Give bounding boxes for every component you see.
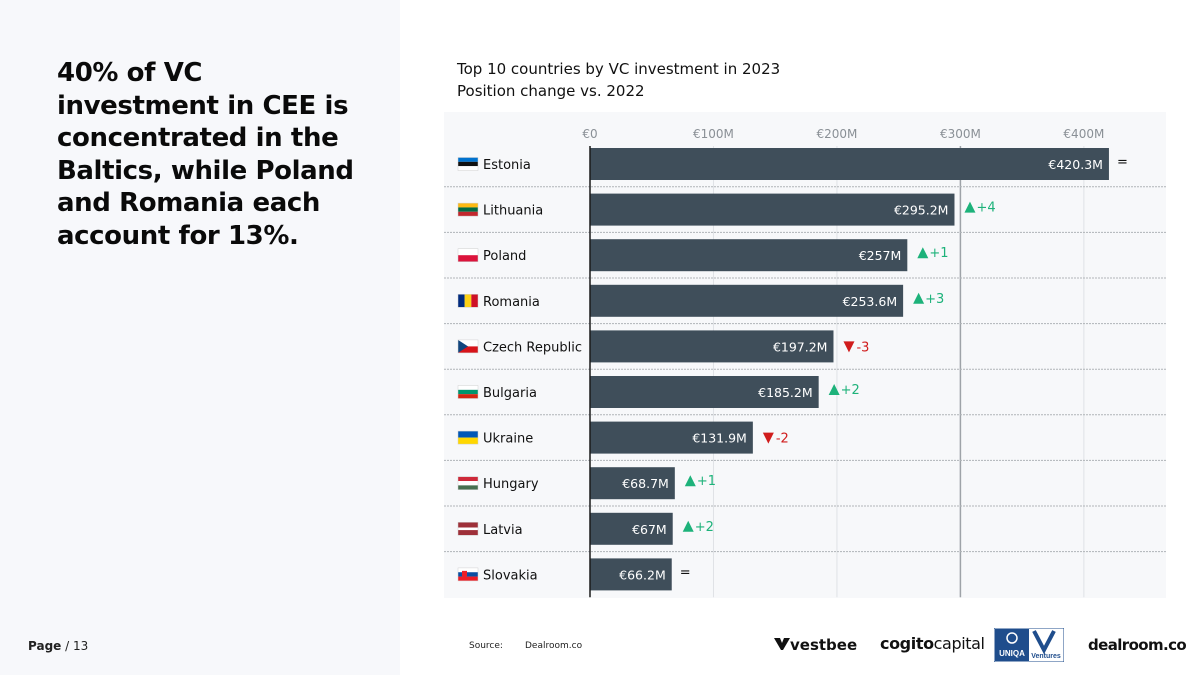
left-panel bbox=[0, 0, 400, 675]
tick-label: €100M bbox=[693, 127, 734, 141]
value-label: €131.9M bbox=[692, 431, 747, 446]
dealroom-logo: dealroom.co bbox=[1088, 636, 1187, 654]
czech-republic-flag-icon bbox=[457, 339, 479, 354]
value-label: €185.2M bbox=[758, 385, 813, 400]
bar-poland bbox=[590, 239, 908, 272]
bulgaria-flag-icon bbox=[457, 385, 479, 399]
value-label: €257M bbox=[859, 248, 902, 263]
poland-flag-icon bbox=[457, 248, 479, 262]
uniqa-text: UNIQA bbox=[999, 649, 1025, 658]
ukraine-flag-icon bbox=[457, 430, 479, 445]
slovakia-flag-icon bbox=[457, 567, 479, 582]
position-change: -2 bbox=[776, 432, 789, 447]
chart-subtitle: Position change vs. 2022 bbox=[457, 82, 645, 100]
bar-slovakia bbox=[590, 558, 672, 591]
page-count: 13 bbox=[72, 639, 89, 653]
up-arrow-icon bbox=[964, 201, 976, 213]
down-arrow-icon bbox=[762, 432, 774, 444]
up-arrow-icon bbox=[917, 247, 929, 259]
source-name: Dealroom.co bbox=[525, 641, 583, 651]
tick-label: €0 bbox=[582, 127, 597, 141]
chart-title-block: Top 10 countries by VC investment in 202… bbox=[457, 58, 780, 102]
bar-czech-republic bbox=[590, 330, 834, 363]
chart-title: Top 10 countries by VC investment in 202… bbox=[457, 60, 781, 78]
up-arrow-icon bbox=[828, 384, 840, 395]
down-arrow-icon bbox=[843, 341, 855, 353]
position-change: = bbox=[680, 565, 691, 580]
category-label: Ukraine bbox=[483, 432, 533, 447]
capital-text: capital bbox=[933, 634, 985, 653]
position-change: +3 bbox=[925, 292, 944, 307]
tick-label: €400M bbox=[1063, 127, 1104, 141]
position-change: = bbox=[1117, 155, 1128, 170]
bar-estonia bbox=[590, 148, 1109, 180]
uniqa-ventures-mark-icon: UNIQA Ventures bbox=[993, 627, 1065, 663]
tick-label: €200M bbox=[816, 127, 857, 141]
position-change: -3 bbox=[856, 340, 869, 355]
position-change: +1 bbox=[697, 474, 716, 489]
value-label: €420.3M bbox=[1048, 157, 1103, 172]
value-label: €67M bbox=[632, 522, 667, 537]
category-label: Latvia bbox=[483, 523, 523, 538]
uniqa-ventures-logo: UNIQA Ventures bbox=[993, 627, 1065, 663]
position-change: +2 bbox=[841, 383, 860, 398]
category-label: Slovakia bbox=[483, 568, 538, 583]
value-label: €66.2M bbox=[619, 567, 666, 582]
category-label: Romania bbox=[483, 295, 540, 310]
up-arrow-icon bbox=[682, 520, 694, 532]
headline: 40% of VC investment in CEE is concentra… bbox=[57, 58, 354, 251]
vestbee-mark-icon bbox=[774, 638, 790, 650]
category-label: Czech Republic bbox=[483, 340, 582, 355]
page-label: Page bbox=[28, 639, 62, 653]
value-label: €253.6M bbox=[843, 294, 898, 309]
bar-chart: €0 €100M €200M €300M €400M Estonia €420.3M = Lit… bbox=[444, 112, 1166, 598]
value-label: €68.7M bbox=[622, 476, 669, 491]
page-number: Page / 13 bbox=[28, 639, 88, 653]
latvia-flag-icon bbox=[457, 522, 479, 536]
bar-lithuania bbox=[590, 193, 955, 226]
category-label: Lithuania bbox=[483, 204, 543, 219]
category-label: Estonia bbox=[483, 158, 531, 173]
tick-label: €300M bbox=[940, 127, 981, 141]
ventures-text: Ventures bbox=[1031, 653, 1061, 660]
source-label: Source: bbox=[469, 641, 503, 651]
romania-flag-icon bbox=[457, 294, 479, 308]
page-separator: / bbox=[61, 639, 73, 653]
value-label: €197.2M bbox=[773, 339, 828, 354]
position-change: +2 bbox=[695, 520, 714, 535]
cogito-text: cogito bbox=[880, 634, 934, 653]
hungary-flag-icon bbox=[457, 476, 479, 490]
bar-romania bbox=[590, 284, 904, 317]
bar-latvia bbox=[590, 512, 673, 545]
bar-hungary bbox=[590, 467, 675, 500]
position-change: +4 bbox=[976, 201, 995, 216]
up-arrow-icon bbox=[913, 292, 925, 304]
up-arrow-icon bbox=[684, 475, 696, 487]
cogito-capital-logo: cogitocapital bbox=[880, 634, 985, 653]
vestbee-logo: vestbee bbox=[774, 636, 857, 654]
category-label: Hungary bbox=[483, 477, 539, 492]
value-label: €295.2M bbox=[894, 203, 949, 218]
category-label: Poland bbox=[483, 249, 526, 264]
vestbee-text: vestbee bbox=[790, 636, 858, 654]
bar-ukraine bbox=[590, 421, 753, 454]
lithuania-flag-icon bbox=[457, 202, 479, 217]
category-label: Bulgaria bbox=[483, 386, 537, 401]
position-change: +1 bbox=[929, 246, 948, 261]
estonia-flag-icon bbox=[457, 157, 479, 171]
bar-bulgaria bbox=[590, 376, 819, 408]
